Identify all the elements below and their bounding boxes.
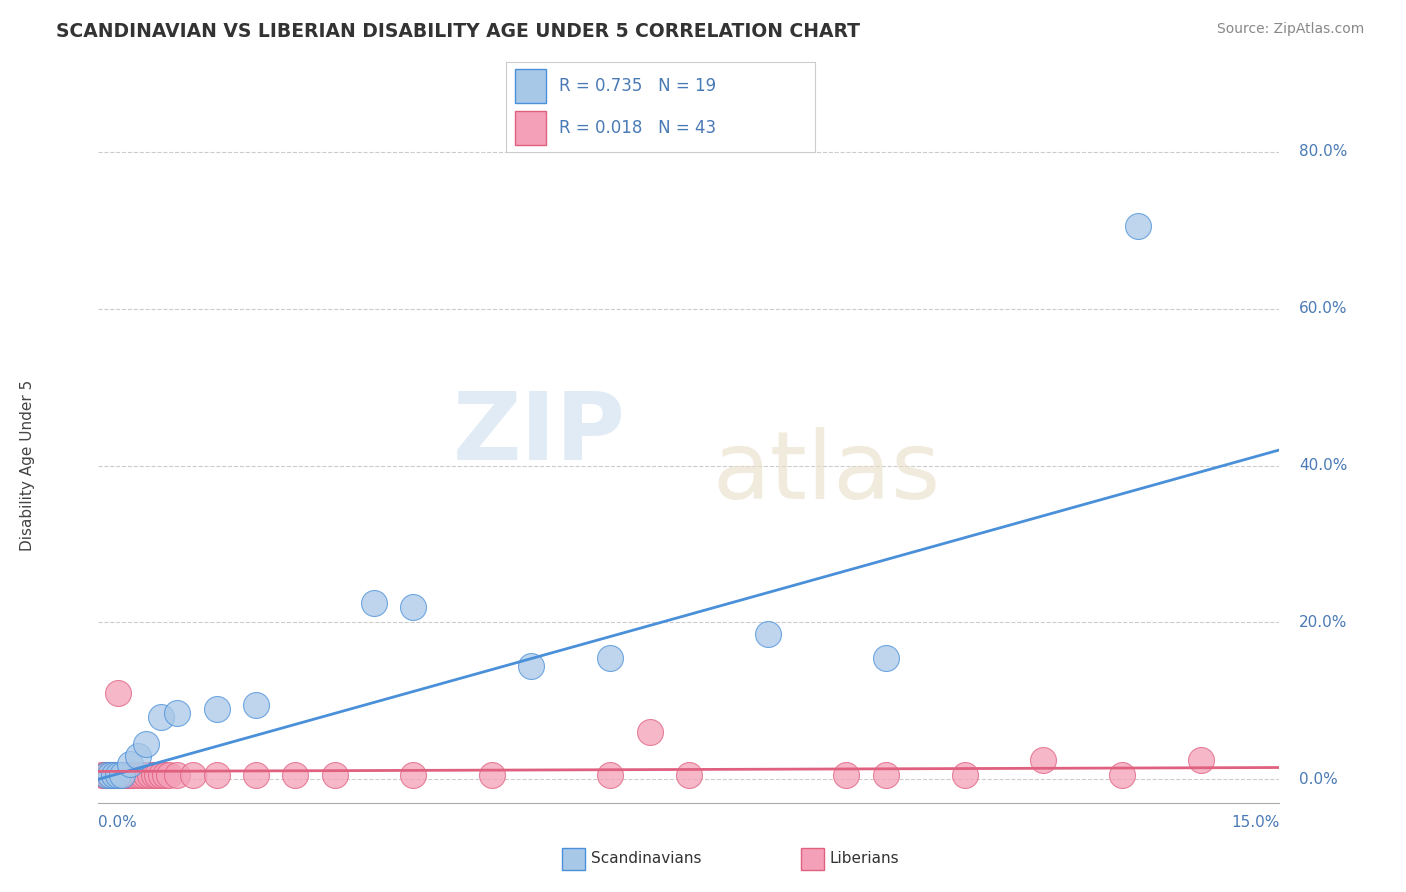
Point <box>135 768 157 782</box>
Point <box>135 737 157 751</box>
Point <box>150 768 173 782</box>
Point <box>112 768 135 782</box>
Text: ZIP: ZIP <box>453 388 626 480</box>
Point <box>205 702 228 716</box>
Point <box>245 768 267 782</box>
Text: 0.0%: 0.0% <box>1299 772 1339 787</box>
Point <box>91 768 114 782</box>
Text: Liberians: Liberians <box>830 852 900 866</box>
Point <box>678 768 700 782</box>
Point <box>150 709 173 723</box>
Point <box>127 748 149 763</box>
Bar <box>516 111 547 145</box>
Point <box>1032 753 1054 767</box>
Point <box>98 768 121 782</box>
Point <box>599 650 621 665</box>
Point <box>875 650 897 665</box>
Point <box>166 706 188 720</box>
Point <box>363 596 385 610</box>
Text: Scandinavians: Scandinavians <box>591 852 702 866</box>
Text: 60.0%: 60.0% <box>1299 301 1347 317</box>
Point <box>146 768 169 782</box>
Point <box>111 768 134 782</box>
Point <box>96 768 118 782</box>
Point <box>101 768 124 782</box>
Point <box>97 768 120 782</box>
Point <box>402 599 425 614</box>
Text: SCANDINAVIAN VS LIBERIAN DISABILITY AGE UNDER 5 CORRELATION CHART: SCANDINAVIAN VS LIBERIAN DISABILITY AGE … <box>56 22 860 41</box>
Point <box>131 768 153 782</box>
Point <box>98 768 121 782</box>
Point <box>835 768 858 782</box>
Point <box>122 768 145 782</box>
Point <box>93 768 115 782</box>
Point <box>118 768 141 782</box>
Point <box>402 768 425 782</box>
Point <box>117 768 139 782</box>
Bar <box>516 69 547 103</box>
Point <box>205 768 228 782</box>
Point <box>107 768 129 782</box>
Point <box>245 698 267 712</box>
Point <box>104 768 127 782</box>
Text: 0.0%: 0.0% <box>98 814 138 830</box>
Point <box>181 768 204 782</box>
Point <box>138 768 160 782</box>
Point <box>1189 753 1212 767</box>
Point <box>103 768 125 782</box>
Point <box>111 768 134 782</box>
Point <box>118 756 141 771</box>
Point <box>953 768 976 782</box>
Text: 80.0%: 80.0% <box>1299 145 1347 160</box>
Point <box>1126 219 1149 234</box>
Point <box>1111 768 1133 782</box>
Text: Disability Age Under 5: Disability Age Under 5 <box>21 380 35 551</box>
Point <box>599 768 621 782</box>
Point <box>155 768 177 782</box>
Point <box>121 768 143 782</box>
Text: 20.0%: 20.0% <box>1299 615 1347 630</box>
Point <box>107 686 129 700</box>
Text: R = 0.018   N = 43: R = 0.018 N = 43 <box>558 119 716 136</box>
Text: Source: ZipAtlas.com: Source: ZipAtlas.com <box>1216 22 1364 37</box>
Point <box>166 768 188 782</box>
Text: atlas: atlas <box>713 427 941 519</box>
Point <box>142 768 165 782</box>
Point <box>520 658 543 673</box>
Point <box>323 768 346 782</box>
Text: R = 0.735   N = 19: R = 0.735 N = 19 <box>558 77 716 95</box>
Point <box>638 725 661 739</box>
Point <box>756 627 779 641</box>
Point <box>875 768 897 782</box>
Point <box>157 768 180 782</box>
Text: 40.0%: 40.0% <box>1299 458 1347 473</box>
Point <box>103 768 125 782</box>
Point <box>115 768 138 782</box>
Point <box>96 768 118 782</box>
Text: 15.0%: 15.0% <box>1232 814 1279 830</box>
Point <box>110 768 132 782</box>
Point <box>481 768 503 782</box>
Point <box>284 768 307 782</box>
Point <box>127 768 149 782</box>
